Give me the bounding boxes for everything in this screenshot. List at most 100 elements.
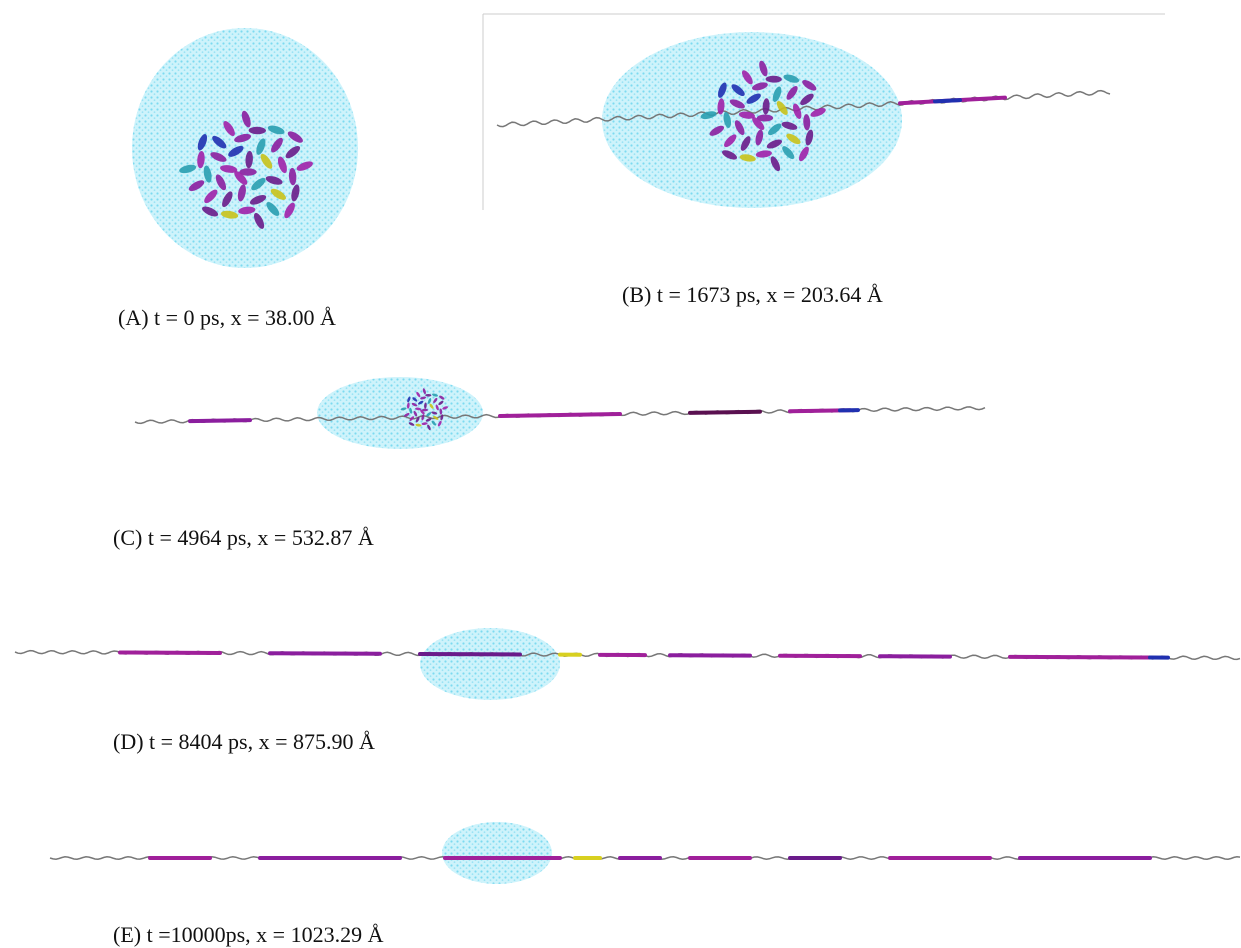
helix bbox=[427, 398, 432, 404]
helix bbox=[755, 150, 772, 158]
helix bbox=[766, 139, 783, 149]
water-box bbox=[317, 377, 483, 449]
helix bbox=[212, 135, 227, 149]
helix bbox=[723, 111, 732, 128]
helix bbox=[709, 125, 725, 136]
helix bbox=[805, 129, 814, 146]
helix bbox=[403, 412, 410, 417]
helix bbox=[429, 403, 434, 409]
helix bbox=[266, 202, 280, 216]
water-box bbox=[132, 28, 358, 268]
helix bbox=[222, 191, 233, 208]
helix bbox=[442, 406, 449, 410]
helix bbox=[803, 114, 811, 131]
helix bbox=[228, 145, 244, 157]
helix bbox=[425, 418, 432, 422]
helix bbox=[431, 411, 438, 415]
helix bbox=[413, 410, 418, 417]
helix-segment bbox=[268, 651, 382, 656]
helix bbox=[417, 400, 424, 405]
helix bbox=[700, 111, 717, 120]
helix bbox=[197, 150, 205, 169]
helix bbox=[287, 131, 303, 143]
helix bbox=[421, 422, 428, 426]
helix bbox=[270, 188, 286, 200]
helix bbox=[267, 125, 285, 135]
helix bbox=[409, 407, 413, 414]
helix bbox=[238, 206, 256, 215]
helix bbox=[439, 395, 445, 400]
caption: (A) t = 0 ps, x = 38.00 Å bbox=[118, 305, 336, 330]
water-box bbox=[420, 628, 560, 700]
helix bbox=[439, 408, 443, 415]
helix bbox=[738, 111, 755, 119]
helix bbox=[432, 393, 438, 397]
helix bbox=[782, 146, 795, 160]
helix bbox=[433, 415, 439, 420]
caption: (E) t =10000ps, x = 1023.29 Å bbox=[113, 922, 384, 947]
helix bbox=[223, 121, 235, 137]
helix bbox=[752, 117, 765, 130]
helix bbox=[406, 402, 410, 409]
helix bbox=[412, 397, 418, 402]
helix-segment bbox=[688, 409, 762, 415]
helix bbox=[770, 156, 781, 172]
helix bbox=[203, 165, 212, 183]
helix bbox=[204, 189, 218, 204]
helix bbox=[260, 153, 273, 169]
helix bbox=[435, 404, 439, 411]
helix bbox=[810, 108, 826, 117]
helix bbox=[416, 391, 421, 398]
helix bbox=[400, 407, 407, 411]
helix bbox=[427, 424, 431, 431]
helix bbox=[234, 171, 248, 185]
helix bbox=[220, 165, 238, 173]
helix bbox=[717, 82, 727, 98]
helix bbox=[734, 120, 745, 136]
helix bbox=[241, 110, 251, 128]
helix bbox=[420, 409, 425, 415]
helix bbox=[724, 134, 737, 148]
helix bbox=[265, 176, 283, 185]
helix-segment bbox=[498, 412, 622, 418]
helix bbox=[746, 93, 761, 104]
helix bbox=[800, 93, 814, 106]
helix bbox=[729, 99, 745, 109]
helix-segment bbox=[933, 98, 962, 104]
helix bbox=[739, 154, 756, 162]
helix bbox=[288, 167, 297, 186]
helix bbox=[731, 84, 745, 96]
helix bbox=[772, 86, 782, 102]
helix bbox=[197, 134, 208, 151]
helix bbox=[752, 82, 768, 91]
helix bbox=[759, 60, 768, 77]
helix bbox=[239, 168, 257, 176]
helix bbox=[179, 164, 197, 174]
helix bbox=[271, 137, 283, 153]
helix bbox=[188, 180, 205, 192]
molecular-snapshots bbox=[14, 13, 1241, 884]
helix bbox=[765, 75, 782, 83]
helix bbox=[202, 206, 219, 217]
helix bbox=[415, 416, 420, 423]
helix bbox=[433, 397, 438, 404]
helix bbox=[740, 136, 751, 151]
helix bbox=[245, 150, 253, 169]
helix bbox=[425, 393, 432, 397]
helix bbox=[237, 184, 246, 202]
helix bbox=[438, 400, 444, 406]
helix bbox=[783, 74, 800, 83]
helix bbox=[421, 414, 425, 421]
helix bbox=[249, 195, 267, 205]
helix bbox=[415, 423, 422, 427]
helix bbox=[437, 420, 442, 427]
helix bbox=[424, 402, 427, 409]
helix bbox=[291, 184, 300, 202]
helix bbox=[284, 202, 295, 219]
helix bbox=[409, 416, 415, 422]
water-box bbox=[602, 32, 902, 208]
helix bbox=[422, 388, 426, 395]
helix bbox=[802, 80, 817, 91]
